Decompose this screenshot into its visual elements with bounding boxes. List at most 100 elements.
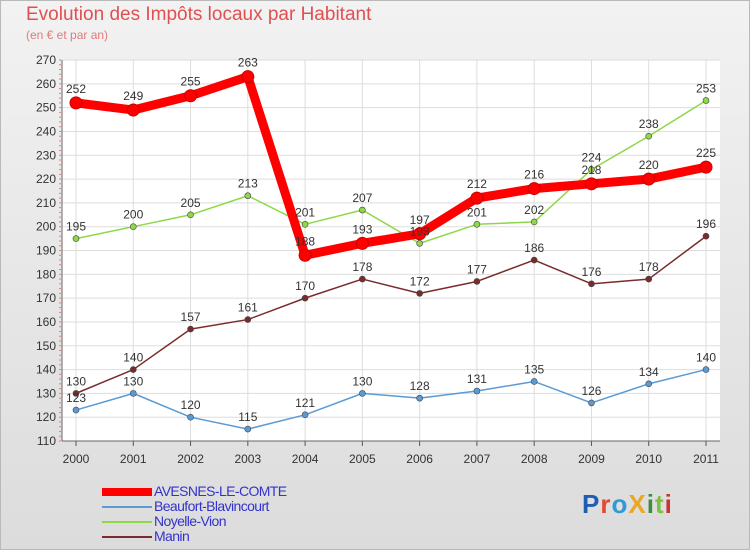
data-point xyxy=(301,221,309,228)
data-label: 200 xyxy=(123,208,143,222)
data-label: 249 xyxy=(123,89,143,103)
data-point xyxy=(413,227,427,241)
data-label: 220 xyxy=(639,158,659,172)
data-point xyxy=(129,223,137,230)
legend-label: Beaufort-Blavincourt xyxy=(154,498,269,514)
x-tick-label: 2002 xyxy=(177,452,204,466)
legend-swatch xyxy=(102,488,152,496)
data-label: 255 xyxy=(181,75,201,89)
data-point xyxy=(702,97,710,104)
data-point xyxy=(473,278,481,285)
series-line-manin xyxy=(75,235,707,395)
data-label: 178 xyxy=(352,260,372,274)
legend-label: AVESNES-LE-COMTE xyxy=(154,483,287,499)
data-point xyxy=(527,182,541,196)
y-tick-label: 190 xyxy=(36,244,56,258)
data-label: 253 xyxy=(696,81,716,95)
data-point xyxy=(126,103,140,117)
data-label: 188 xyxy=(295,234,315,248)
data-label: 207 xyxy=(352,191,372,205)
data-point xyxy=(129,390,137,397)
data-point xyxy=(702,232,710,240)
legend-swatch xyxy=(102,521,152,523)
data-point xyxy=(244,192,252,200)
y-tick-label: 160 xyxy=(36,315,56,329)
data-point xyxy=(645,380,653,388)
x-tick-label: 2009 xyxy=(578,452,605,466)
data-label: 193 xyxy=(410,224,430,238)
y-tick-label: 110 xyxy=(37,434,56,448)
data-point xyxy=(129,366,137,373)
logo-letter: i xyxy=(646,489,655,519)
data-point xyxy=(359,390,366,397)
data-label: 135 xyxy=(524,362,544,376)
data-point xyxy=(359,206,366,214)
x-tick-label: 2011 xyxy=(693,452,719,466)
data-point xyxy=(473,387,481,395)
data-point xyxy=(473,221,481,228)
data-label: 186 xyxy=(524,241,544,255)
data-point xyxy=(530,256,538,264)
data-point xyxy=(355,236,369,250)
data-label: 238 xyxy=(639,117,659,131)
logo-letter: i xyxy=(664,489,673,519)
data-label: 157 xyxy=(181,310,201,324)
y-tick-label: 220 xyxy=(36,172,56,186)
data-point xyxy=(699,160,713,174)
data-label: 126 xyxy=(581,384,601,398)
data-point xyxy=(72,390,80,397)
data-label: 121 xyxy=(295,396,315,410)
data-label: 224 xyxy=(581,151,601,165)
data-label: 120 xyxy=(181,398,201,412)
logo-letter: t xyxy=(654,489,665,519)
data-point xyxy=(244,316,252,323)
data-label: 202 xyxy=(524,203,544,217)
data-point xyxy=(416,240,423,247)
data-point xyxy=(642,172,656,186)
chart-title: Evolution des Impôts locaux par Habitant xyxy=(26,4,372,25)
proxiti-logo: ProXiti xyxy=(582,489,673,520)
legend-label: Noyelle-Vion xyxy=(154,513,227,529)
x-tick-label: 2004 xyxy=(292,452,319,466)
data-label: 216 xyxy=(524,168,544,182)
data-point xyxy=(588,399,595,407)
data-label: 115 xyxy=(238,410,257,424)
y-tick-label: 240 xyxy=(36,124,56,138)
y-tick-label: 150 xyxy=(36,339,56,353)
data-point xyxy=(301,411,309,419)
data-point xyxy=(187,413,194,421)
y-tick-label: 270 xyxy=(36,53,56,67)
data-label: 123 xyxy=(66,391,86,405)
data-label: 213 xyxy=(238,177,258,191)
y-tick-label: 120 xyxy=(36,410,56,424)
data-point xyxy=(301,294,309,302)
data-point xyxy=(588,280,595,288)
legend-swatch xyxy=(102,506,152,508)
data-label: 128 xyxy=(410,379,430,393)
data-point xyxy=(530,218,538,226)
data-label: 134 xyxy=(639,365,659,379)
data-point xyxy=(72,235,80,242)
data-point xyxy=(416,394,423,402)
data-point xyxy=(645,275,653,283)
data-label: 130 xyxy=(352,374,372,388)
data-label: 195 xyxy=(66,220,86,234)
legend-swatch xyxy=(102,536,152,538)
data-label: 130 xyxy=(123,374,143,388)
data-label: 252 xyxy=(66,82,86,96)
data-point xyxy=(584,177,598,191)
data-label: 201 xyxy=(467,205,487,219)
series-line-beaufort-blavincourt xyxy=(75,368,707,430)
data-point xyxy=(416,290,423,297)
x-tick-label: 2003 xyxy=(234,452,261,466)
data-label: 196 xyxy=(696,217,716,231)
y-tick-label: 180 xyxy=(36,267,56,281)
data-point xyxy=(187,211,194,219)
data-point xyxy=(187,325,194,333)
data-label: 193 xyxy=(352,222,372,236)
logo-letter: X xyxy=(628,489,647,519)
data-label: 161 xyxy=(238,301,258,315)
y-tick-label: 170 xyxy=(36,291,56,305)
data-point xyxy=(241,70,255,84)
